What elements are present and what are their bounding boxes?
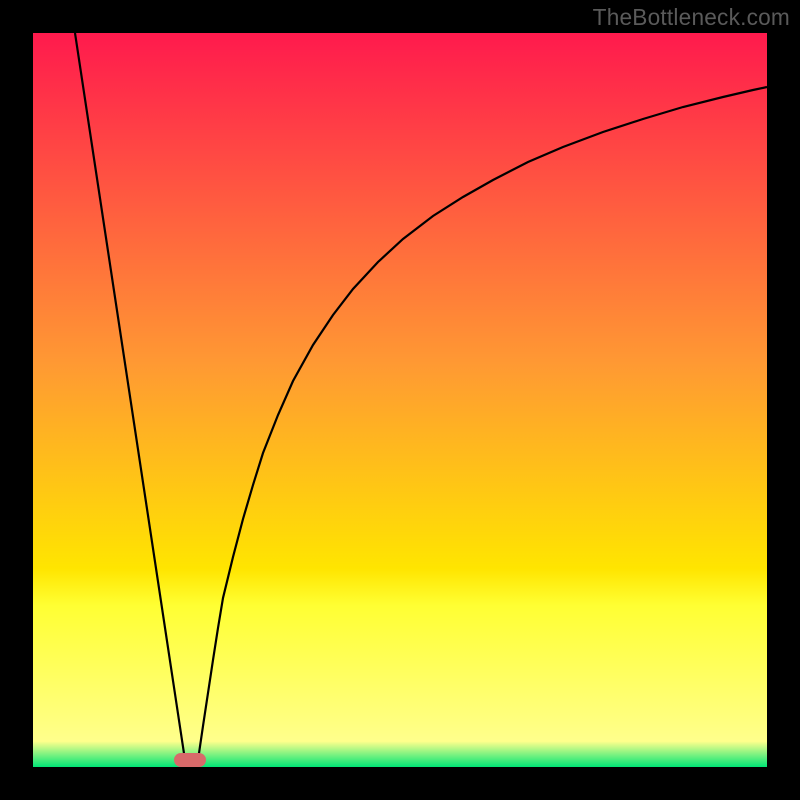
curve-layer xyxy=(0,0,800,800)
curve-group xyxy=(75,33,767,760)
curve-left xyxy=(75,33,185,760)
chart-frame: TheBottleneck.com xyxy=(0,0,800,800)
min-marker xyxy=(174,753,206,767)
curve-right xyxy=(198,87,767,760)
watermark: TheBottleneck.com xyxy=(593,4,790,31)
